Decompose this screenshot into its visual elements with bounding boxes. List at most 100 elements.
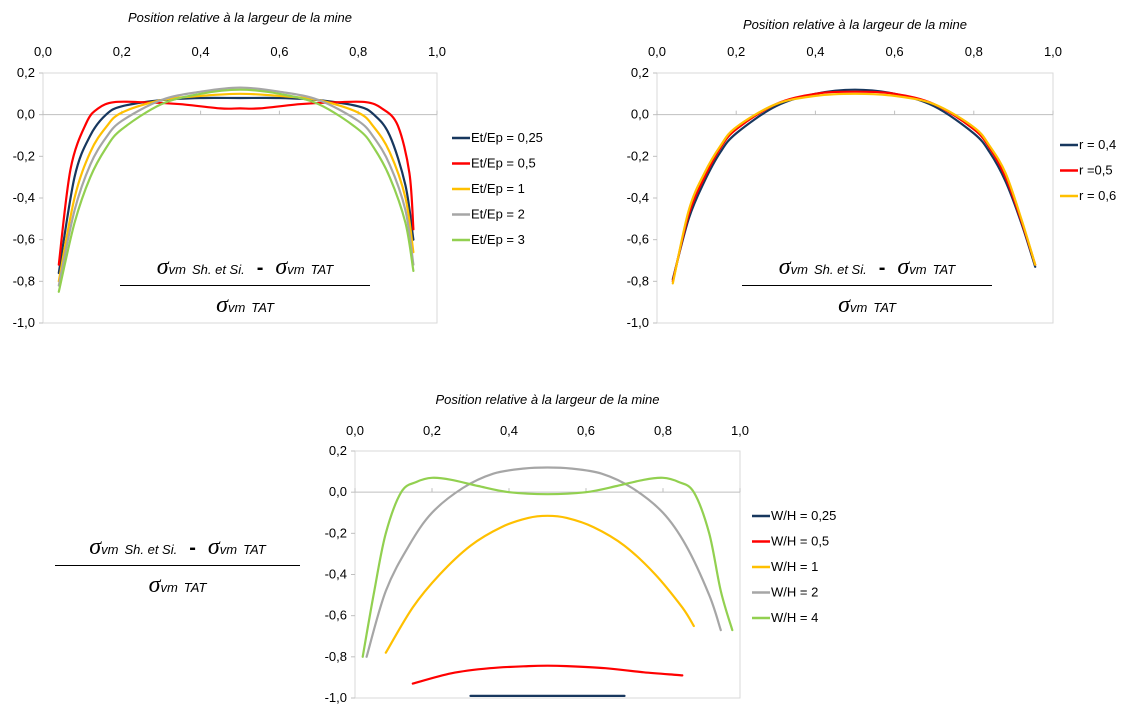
chart1-legend-label: Et/Ep = 0,5 [471, 156, 536, 171]
chart1-x-tick-label: 0,2 [113, 44, 131, 59]
chart2-title: Position relative à la largeur de la min… [743, 17, 967, 32]
chart3-title: Position relative à la largeur de la min… [435, 392, 659, 407]
minus-sign: - [189, 537, 196, 559]
subscript-sh-si: Sh. et Si. [813, 262, 867, 277]
sigma-symbol: σ [148, 572, 161, 598]
subscript-sh-si: Sh. et Si. [124, 542, 178, 557]
chart1-legend-label: Et/Ep = 2 [471, 207, 525, 222]
chart1-y-tick-label: -0,6 [13, 232, 35, 247]
chart2-y-tick-label: 0,2 [631, 65, 649, 80]
minus-sign: - [256, 257, 264, 279]
chart3-legend-label: W/H = 0,25 [771, 508, 836, 523]
subscript-tat: TAT [251, 300, 274, 315]
subscript-vm: vm [287, 262, 305, 277]
chart2-legend-label: r =0,5 [1079, 163, 1113, 178]
chart1-x-tick-label: 0,4 [192, 44, 210, 59]
chart2-x-tick-label: 0,8 [965, 44, 983, 59]
chart3-series-line-2 [411, 664, 684, 685]
chart3-x-tick-label: 0,0 [346, 423, 364, 438]
chart2-legend-label: r = 0,6 [1079, 188, 1116, 203]
chart3-legend-label: W/H = 4 [771, 610, 818, 625]
chart1-series-line-5 [57, 88, 415, 293]
sigma-symbol: σ [207, 534, 220, 560]
chart3-legend-label: W/H = 1 [771, 559, 818, 574]
chart2-y-tick-label: -1,0 [627, 315, 649, 330]
chart3-x-tick-label: 0,6 [577, 423, 595, 438]
chart3-x-tick-label: 0,2 [423, 423, 441, 438]
sigma-symbol: σ [275, 254, 288, 280]
chart3-x-tick-label: 1,0 [731, 423, 749, 438]
subscript-tat: TAT [243, 542, 266, 557]
chart3-plot-area [354, 450, 741, 699]
subscript-vm: vm [168, 262, 186, 277]
subscript-tat: TAT [183, 580, 207, 595]
subscript-tat: TAT [932, 262, 956, 277]
fraction-bar [742, 285, 992, 286]
chart2-y-tick-label: -0,6 [627, 232, 649, 247]
chart1-y-tick-label: 0,0 [17, 107, 35, 122]
chart3-x-tick-label: 0,4 [500, 423, 518, 438]
chart1-legend-label: Et/Ep = 1 [471, 181, 525, 196]
chart1-y-tick-label: -0,4 [13, 190, 35, 205]
chart2-y-tick-label: -0,2 [627, 148, 649, 163]
chart3-y-tick-label: -0,6 [325, 608, 347, 623]
chart3-series-line-3 [384, 514, 695, 654]
chart1-series-line-2 [57, 100, 415, 266]
chart2-x-tick-label: 0,2 [727, 44, 745, 59]
chart3-series-line-4 [365, 466, 722, 658]
chart1-y-tick-label: 0,2 [17, 65, 35, 80]
sigma-symbol: σ [216, 292, 228, 318]
subscript-vm: vm [909, 262, 927, 277]
formula-chart-1: σvm Sh. et Si. - σvm TAT σvm TAT [120, 254, 370, 319]
subscript-vm: vm [219, 542, 238, 557]
fraction-bar [120, 285, 370, 286]
chart2-y-tick-label: 0,0 [631, 107, 649, 122]
chart1-title: Position relative à la largeur de la min… [128, 10, 352, 25]
chart2-series-line-1 [671, 88, 1037, 281]
chart3-series-line-5 [361, 476, 734, 658]
subscript-vm: vm [227, 300, 246, 315]
chart1-x-tick-label: 0,6 [270, 44, 288, 59]
sigma-symbol: σ [897, 254, 910, 280]
chart1-legend-label: Et/Ep = 0,25 [471, 130, 543, 145]
chart2-y-tick-label: -0,8 [627, 273, 649, 288]
chart1-y-tick-label: -0,8 [13, 273, 35, 288]
chart2-x-tick-label: 0,4 [806, 44, 824, 59]
chart2-series-line-3 [671, 92, 1037, 285]
chart2-series-line-2 [671, 90, 1037, 283]
chart2-x-tick-label: 1,0 [1044, 44, 1062, 59]
formula-chart-2: σvm Sh. et Si. - σvm TAT σvm TAT [742, 254, 992, 319]
chart3-y-tick-label: 0,0 [329, 484, 347, 499]
chart3-y-tick-label: -1,0 [325, 690, 347, 705]
chart1-y-tick-label: -1,0 [13, 315, 35, 330]
chart1-x-tick-label: 0,8 [349, 44, 367, 59]
minus-sign: - [878, 257, 886, 279]
chart3-y-tick-label: -0,2 [325, 525, 347, 540]
chart1-y-tick-label: -0,2 [13, 148, 35, 163]
subscript-vm: vm [849, 300, 868, 315]
subscript-tat: TAT [310, 262, 334, 277]
chart1-legend-label: Et/Ep = 3 [471, 232, 525, 247]
chart1-x-tick-label: 1,0 [428, 44, 446, 59]
chart3-x-tick-label: 0,8 [654, 423, 672, 438]
sigma-symbol: σ [838, 292, 850, 318]
sigma-symbol: σ [89, 534, 102, 560]
chart1-x-tick-label: 0,0 [34, 44, 52, 59]
chart2-y-tick-label: -0,4 [627, 190, 649, 205]
chart3-y-tick-label: -0,4 [325, 567, 347, 582]
subscript-vm: vm [790, 262, 808, 277]
chart3-legend-label: W/H = 0,5 [771, 534, 829, 549]
chart3-y-tick-label: -0,8 [325, 649, 347, 664]
chart1-series-line-4 [57, 86, 415, 287]
chart2-x-tick-label: 0,0 [648, 44, 666, 59]
chart3-y-tick-label: 0,2 [329, 443, 347, 458]
subscript-vm: vm [160, 580, 178, 595]
subscript-sh-si: Sh. et Si. [191, 262, 245, 277]
chart3-legend-label: W/H = 2 [771, 585, 818, 600]
sigma-symbol: σ [156, 254, 169, 280]
formula-chart-3: σvm Sh. et Si. - σvm TAT σvm TAT [55, 534, 300, 599]
chart2-legend-label: r = 0,4 [1079, 137, 1116, 152]
chart2-x-tick-label: 0,6 [886, 44, 904, 59]
subscript-tat: TAT [873, 300, 896, 315]
